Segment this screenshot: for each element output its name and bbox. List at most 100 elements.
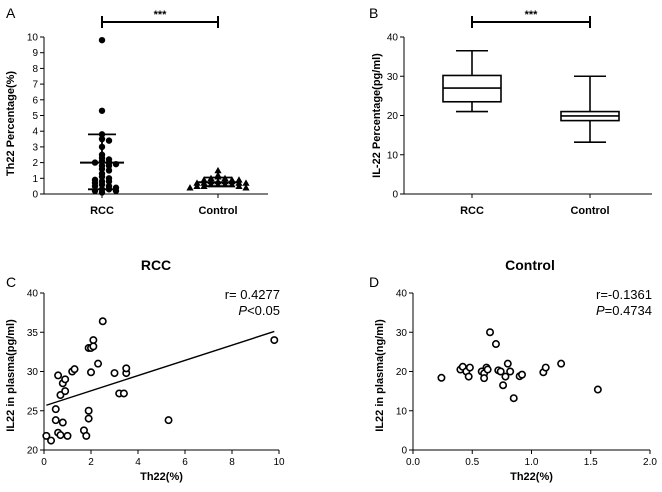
data-point [491,340,500,349]
data-point [437,373,446,382]
data-point [214,166,222,174]
p-value: P=0.4734 [596,303,652,318]
y-tick-label: 4 [32,127,38,138]
y-tick-label: 25 [27,406,39,417]
y-tick-label: 2 [32,158,38,169]
data-point [193,182,201,189]
data-point [506,367,515,376]
data-point [503,359,512,368]
y-tick-label: 20 [27,446,39,457]
correlation-r: r=-0.1361 [596,287,652,302]
data-point [465,363,474,372]
data-point [56,431,65,440]
y-tick-label: 8 [32,64,38,75]
data-point [51,416,60,425]
y-tick-label: 40 [27,289,39,300]
y-tick-label: 30 [396,328,408,339]
data-point [82,431,91,440]
panel-title: RCC [141,257,171,273]
group-control [186,166,250,191]
x-tick-label: 8 [229,457,235,468]
y-tick-label: 40 [396,289,408,300]
x-tick-label: 6 [182,457,188,468]
y-axis-label: IL22 in plasma(pg/ml) [5,319,17,432]
data-point [119,389,128,398]
panel-label-a: A [6,5,16,21]
category-label: Control [570,205,609,217]
panel-label: D [369,274,379,290]
data-point [105,137,113,144]
data-point [242,184,250,191]
x-tick-label: 0.5 [465,457,479,468]
data-point [70,365,79,374]
data-point [84,414,93,423]
data-point [499,381,508,390]
significance-stars: *** [154,9,168,21]
data-point [164,416,173,425]
y-tick-label: 10 [387,150,399,161]
data-point [122,364,131,373]
regression-line [46,330,275,406]
y-tick-label: 30 [27,367,39,378]
data-point [61,387,70,396]
group-rcc [80,36,124,196]
data-point [42,431,51,440]
y-tick-label: 5 [32,111,38,122]
panel-title: Control [505,257,555,273]
data-point [89,336,98,345]
data-point [54,371,63,380]
p-value-number: <0.05 [247,303,280,318]
p-value: P<0.05 [238,303,280,318]
data-point [518,370,527,379]
data-point [509,394,518,403]
p-value-label: P [238,303,247,318]
y-tick-label: 3 [32,142,38,153]
data-point [63,431,72,440]
data-point [58,418,67,427]
panel-c: C RCC 20 25 30 35 40 0 2 4 6 8 10 Th22(%) IL22 in plas… [5,257,285,483]
x-tick-label: 2 [88,457,94,468]
data-point [84,406,93,415]
x-axis-label: Th22(%) [510,471,553,483]
significance-stars: *** [525,9,539,21]
data-point [98,36,106,44]
data-point [94,359,103,368]
y-axis-label: IL-22 Percentage(pg/ml) [371,53,383,178]
x-tick-label: 1.0 [525,457,539,468]
x-tick-label: 0.0 [406,457,420,468]
data-point [89,342,98,351]
y-tick-label: 10 [396,406,408,417]
category-label: Control [198,205,237,217]
box-control [560,75,620,143]
panel-label: C [6,274,16,290]
y-tick-label: 0 [392,190,398,201]
data-points [437,328,602,403]
data-point [242,179,250,186]
data-point [557,359,566,368]
data-point [98,189,106,196]
data-point [486,328,495,337]
data-point [270,336,279,345]
y-tick-label: 1 [32,174,38,185]
y-tick-label: 0 [32,190,38,201]
y-axis-label: IL22 in plasma(ng/ml) [374,319,386,432]
data-points [42,317,279,445]
p-value-label: P [596,303,605,318]
box-rcc [442,49,502,113]
y-tick-label: 9 [32,48,38,59]
data-point [61,375,70,384]
x-tick-label: 4 [135,457,141,468]
data-point [480,374,489,383]
y-tick-label: 20 [396,367,408,378]
data-point [483,365,492,374]
y-tick-label: 0 [401,446,407,457]
x-tick-label: 10 [273,457,285,468]
x-tick-label: 1.5 [584,457,598,468]
data-point [501,372,510,381]
data-point [51,405,60,414]
data-point [98,107,106,114]
data-point [496,367,505,376]
data-point [186,184,194,191]
data-point [91,182,99,190]
panel-a: A 0 1 2 3 4 5 6 7 8 9 10 RCC Control Th22 Percentage(%… [5,5,268,217]
